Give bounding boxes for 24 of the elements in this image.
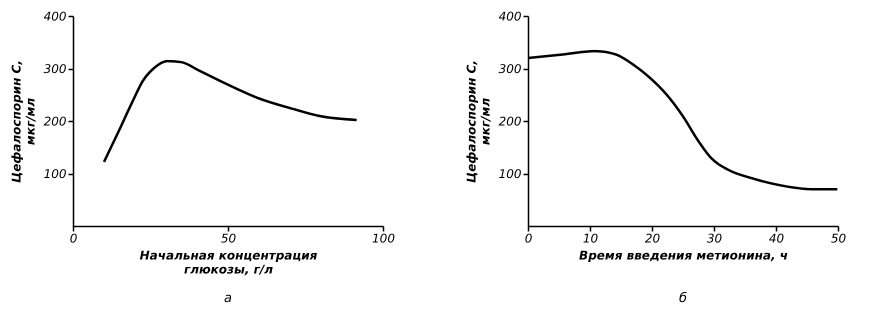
x-axis-title: Время введения метионина, ч	[579, 248, 788, 262]
text: а	[224, 291, 232, 306]
y-tick-label: 300	[498, 62, 522, 76]
x-tick-label: 0	[524, 232, 533, 246]
line-series	[102, 60, 358, 164]
x-tick-label: 10	[582, 232, 598, 246]
y-tick-label: 300	[44, 62, 67, 76]
x-tick-label: 20	[644, 232, 660, 246]
text: б	[678, 291, 688, 306]
x-axis-title: Начальная концентрация глюкозы, г/л	[140, 248, 318, 276]
x-tick-label: 50	[830, 232, 846, 246]
x-tick-label: 30	[706, 232, 722, 246]
y-tick-label: 400	[44, 10, 67, 24]
y-tick-label: 100	[498, 167, 522, 181]
x-tick-label: 100	[372, 232, 396, 246]
x-tick-label: 40	[768, 232, 784, 246]
x-tick-label: 0	[70, 232, 78, 246]
y-axis-title: Цефалоспорин С, мкг/мл	[464, 60, 493, 183]
y-tick-label: 100	[44, 167, 67, 181]
y-tick-label: 200	[498, 114, 522, 128]
y-tick-label: 400	[498, 10, 522, 24]
y-axis-title: Цефалоспорин С, мкг/мл	[10, 60, 38, 183]
y-tick-label: 200	[44, 114, 67, 128]
x-tick-label: 50	[220, 232, 236, 246]
